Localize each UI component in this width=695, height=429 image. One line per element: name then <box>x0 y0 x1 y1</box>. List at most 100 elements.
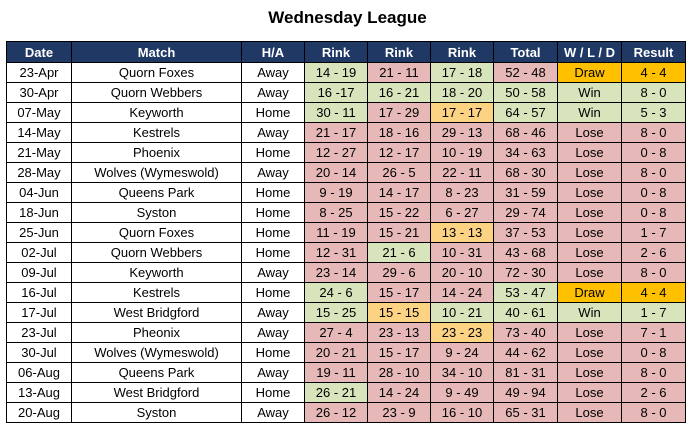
table-row[interactable]: 04-Jun Queens Park Home 9 - 19 14 - 17 8 - 23… <box>6 182 686 203</box>
cell-rink-1[interactable]: 14 - 19 <box>304 62 368 83</box>
column-header-wld[interactable]: W / L / D <box>557 41 622 63</box>
cell-result[interactable]: 0 - 8 <box>621 342 686 363</box>
cell-rink-2[interactable]: 23 - 9 <box>367 402 431 423</box>
table-row[interactable]: 07-May Keyworth Home 30 - 11 17 - 29 17 - 17 6… <box>6 102 686 123</box>
cell-rink-3[interactable]: 17 - 18 <box>430 62 494 83</box>
cell-match[interactable]: Keyworth <box>71 102 242 123</box>
cell-rink-2[interactable]: 18 - 16 <box>367 122 431 143</box>
cell-wld[interactable]: Lose <box>557 382 622 403</box>
cell-home-away[interactable]: Home <box>241 202 305 223</box>
cell-rink-3[interactable]: 20 - 10 <box>430 262 494 283</box>
cell-rink-1[interactable]: 12 - 31 <box>304 242 368 263</box>
table-row[interactable]: 16-Jul Kestrels Home 24 - 6 15 - 17 14 - 24 53… <box>6 282 686 303</box>
cell-match[interactable]: Quorn Webbers <box>71 82 242 103</box>
cell-rink-2[interactable]: 15 - 17 <box>367 282 431 303</box>
cell-result[interactable]: 0 - 8 <box>621 142 686 163</box>
cell-home-away[interactable]: Home <box>241 182 305 203</box>
cell-rink-1[interactable]: 11 - 19 <box>304 222 368 243</box>
cell-rink-2[interactable]: 21 - 6 <box>367 242 431 263</box>
cell-rink-1[interactable]: 20 - 14 <box>304 162 368 183</box>
column-header-rink-2[interactable]: Rink <box>367 41 431 63</box>
cell-home-away[interactable]: Away <box>241 262 305 283</box>
cell-wld[interactable]: Lose <box>557 242 622 263</box>
table-row[interactable]: 23-Apr Quorn Foxes Away 14 - 19 21 - 11 17 - … <box>6 62 686 83</box>
cell-total[interactable]: 81 - 31 <box>493 362 558 383</box>
cell-rink-3[interactable]: 18 - 20 <box>430 82 494 103</box>
table-row[interactable]: 21-May Phoenix Home 12 - 27 12 - 17 10 - 19 34… <box>6 142 686 163</box>
cell-total[interactable]: 34 - 63 <box>493 142 558 163</box>
cell-date[interactable]: 07-May <box>6 102 72 123</box>
cell-date[interactable]: 28-May <box>6 162 72 183</box>
cell-home-away[interactable]: Away <box>241 82 305 103</box>
cell-result[interactable]: 7 - 1 <box>621 322 686 343</box>
cell-home-away[interactable]: Home <box>241 382 305 403</box>
cell-rink-3[interactable]: 23 - 23 <box>430 322 494 343</box>
cell-home-away[interactable]: Away <box>241 322 305 343</box>
cell-wld[interactable]: Win <box>557 82 622 103</box>
cell-wld[interactable]: Win <box>557 302 622 323</box>
cell-rink-1[interactable]: 21 - 17 <box>304 122 368 143</box>
cell-rink-1[interactable]: 12 - 27 <box>304 142 368 163</box>
cell-rink-3[interactable]: 34 - 10 <box>430 362 494 383</box>
column-header-home-away[interactable]: H/A <box>241 41 305 63</box>
cell-rink-3[interactable]: 9 - 49 <box>430 382 494 403</box>
cell-rink-3[interactable]: 8 - 23 <box>430 182 494 203</box>
cell-rink-3[interactable]: 10 - 19 <box>430 142 494 163</box>
cell-match[interactable]: Quorn Webbers <box>71 242 242 263</box>
cell-result[interactable]: 8 - 0 <box>621 82 686 103</box>
cell-rink-2[interactable]: 21 - 11 <box>367 62 431 83</box>
cell-wld[interactable]: Win <box>557 102 622 123</box>
cell-wld[interactable]: Lose <box>557 402 622 423</box>
cell-date[interactable]: 16-Jul <box>6 282 72 303</box>
table-row[interactable]: 14-May Kestrels Away 21 - 17 18 - 16 29 - 13 6… <box>6 122 686 143</box>
cell-wld[interactable]: Lose <box>557 122 622 143</box>
cell-rink-1[interactable]: 19 - 11 <box>304 362 368 383</box>
cell-total[interactable]: 29 - 74 <box>493 202 558 223</box>
cell-match[interactable]: Kestrels <box>71 122 242 143</box>
cell-wld[interactable]: Lose <box>557 182 622 203</box>
cell-total[interactable]: 31 - 59 <box>493 182 558 203</box>
cell-rink-1[interactable]: 23 - 14 <box>304 262 368 283</box>
cell-match[interactable]: Phoenix <box>71 142 242 163</box>
cell-result[interactable]: 2 - 6 <box>621 242 686 263</box>
cell-rink-3[interactable]: 10 - 31 <box>430 242 494 263</box>
cell-match[interactable]: Queens Park <box>71 362 242 383</box>
cell-match[interactable]: West Bridgford <box>71 302 242 323</box>
cell-total[interactable]: 73 - 40 <box>493 322 558 343</box>
column-header-date[interactable]: Date <box>6 41 72 63</box>
cell-rink-2[interactable]: 12 - 17 <box>367 142 431 163</box>
table-row[interactable]: 30-Jul Wolves (Wymeswold) Home 20 - 21 15 - … <box>6 342 686 363</box>
cell-wld[interactable]: Lose <box>557 262 622 283</box>
cell-home-away[interactable]: Away <box>241 302 305 323</box>
cell-rink-3[interactable]: 14 - 24 <box>430 282 494 303</box>
cell-rink-3[interactable]: 29 - 13 <box>430 122 494 143</box>
table-row[interactable]: 13-Aug West Bridgford Home 26 - 21 14 - 24 9 … <box>6 382 686 403</box>
table-row[interactable]: 20-Aug Syston Away 26 - 12 23 - 9 16 - 10 65 -… <box>6 402 686 423</box>
table-row[interactable]: 25-Jun Quorn Foxes Home 11 - 19 15 - 21 13 - … <box>6 222 686 243</box>
cell-result[interactable]: 2 - 6 <box>621 382 686 403</box>
cell-date[interactable]: 17-Jul <box>6 302 72 323</box>
cell-match[interactable]: Syston <box>71 402 242 423</box>
table-row[interactable]: 06-Aug Queens Park Away 19 - 11 28 - 10 34 - … <box>6 362 686 383</box>
cell-home-away[interactable]: Home <box>241 282 305 303</box>
cell-total[interactable]: 72 - 30 <box>493 262 558 283</box>
cell-date[interactable]: 14-May <box>6 122 72 143</box>
table-row[interactable]: 30-Apr Quorn Webbers Away 16 -17 16 - 21 18 -… <box>6 82 686 103</box>
cell-rink-1[interactable]: 27 - 4 <box>304 322 368 343</box>
cell-rink-3[interactable]: 9 - 24 <box>430 342 494 363</box>
column-header-rink-1[interactable]: Rink <box>304 41 368 63</box>
cell-wld[interactable]: Lose <box>557 322 622 343</box>
cell-date[interactable]: 06-Aug <box>6 362 72 383</box>
cell-result[interactable]: 4 - 4 <box>621 282 686 303</box>
cell-date[interactable]: 09-Jul <box>6 262 72 283</box>
cell-rink-2[interactable]: 17 - 29 <box>367 102 431 123</box>
cell-result[interactable]: 1 - 7 <box>621 302 686 323</box>
cell-rink-2[interactable]: 23 - 13 <box>367 322 431 343</box>
cell-result[interactable]: 8 - 0 <box>621 402 686 423</box>
cell-home-away[interactable]: Home <box>241 222 305 243</box>
cell-rink-1[interactable]: 8 - 25 <box>304 202 368 223</box>
table-row[interactable]: 02-Jul Quorn Webbers Home 12 - 31 21 - 6 10 -… <box>6 242 686 263</box>
cell-rink-1[interactable]: 26 - 12 <box>304 402 368 423</box>
cell-home-away[interactable]: Away <box>241 402 305 423</box>
cell-wld[interactable]: Draw <box>557 282 622 303</box>
